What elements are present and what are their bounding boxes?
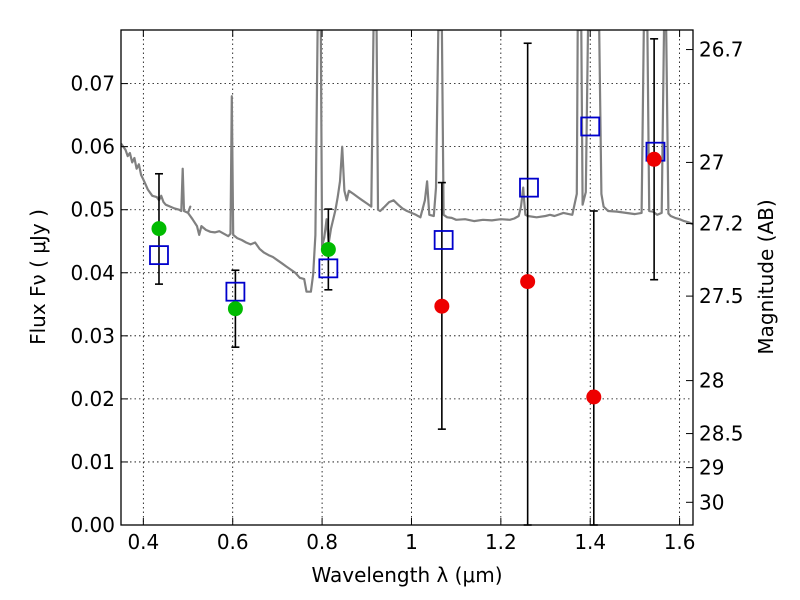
x-tick-label: 0.6 bbox=[217, 530, 249, 554]
upper-band-point bbox=[520, 274, 536, 290]
right-tick-label: 28.5 bbox=[699, 422, 744, 446]
data-markers bbox=[149, 116, 666, 405]
right-tick-label: 26.7 bbox=[699, 38, 744, 62]
model-photometry-square bbox=[519, 177, 539, 198]
detection-point bbox=[151, 221, 167, 237]
y-axis-label: Flux Fν ( μJy ) bbox=[26, 209, 50, 345]
axis-ticks: 0.4 0.6 0.8 1 1.2 1.4 1.6 0.00 0.01 0.02 0.03 0.04 0… bbox=[70, 30, 744, 554]
y-tick-label: 0.05 bbox=[70, 198, 115, 222]
x-tick-label: 0.8 bbox=[306, 530, 338, 554]
right-tick-label: 27 bbox=[699, 150, 724, 174]
y-tick-label: 0.06 bbox=[70, 135, 115, 159]
x-tick-label: 1.6 bbox=[664, 530, 696, 554]
right-axis-label: Magnitude (AB) bbox=[754, 199, 778, 354]
y-tick-label: 0.01 bbox=[70, 450, 115, 474]
y-tick-label: 0.07 bbox=[70, 72, 115, 96]
x-axis-label: Wavelength λ (μm) bbox=[311, 563, 502, 587]
upper-band-point bbox=[434, 298, 450, 314]
model-photometry-square bbox=[225, 281, 246, 302]
model-spectrum bbox=[121, 30, 693, 293]
right-tick-label: 27.5 bbox=[699, 284, 744, 308]
x-tick-label: 1 bbox=[405, 530, 418, 554]
plot-frame bbox=[120, 29, 694, 526]
upper-band-point bbox=[646, 151, 662, 167]
x-tick-label: 1.2 bbox=[485, 530, 517, 554]
grid-lines bbox=[121, 30, 693, 526]
spectrum-line bbox=[121, 30, 693, 293]
upper-band-point bbox=[586, 389, 602, 405]
y-tick-label: 0.04 bbox=[70, 261, 115, 285]
x-tick-label: 0.4 bbox=[127, 530, 159, 554]
model-photometry-square bbox=[433, 230, 454, 250]
x-tick-label: 1.4 bbox=[574, 530, 606, 554]
right-tick-label: 29 bbox=[699, 456, 724, 480]
model-photometry-square bbox=[580, 116, 601, 137]
detection-point bbox=[320, 241, 336, 257]
y-tick-label: 0.03 bbox=[70, 324, 115, 348]
right-tick-label: 28 bbox=[699, 369, 724, 393]
right-tick-label: 27.2 bbox=[699, 212, 744, 236]
model-photometry-square bbox=[149, 245, 169, 266]
y-tick-label: 0.02 bbox=[70, 387, 115, 411]
model-photometry-square bbox=[318, 258, 339, 279]
detection-point bbox=[227, 301, 243, 317]
right-tick-label: 30 bbox=[699, 490, 724, 514]
y-tick-label: 0.00 bbox=[70, 513, 115, 537]
